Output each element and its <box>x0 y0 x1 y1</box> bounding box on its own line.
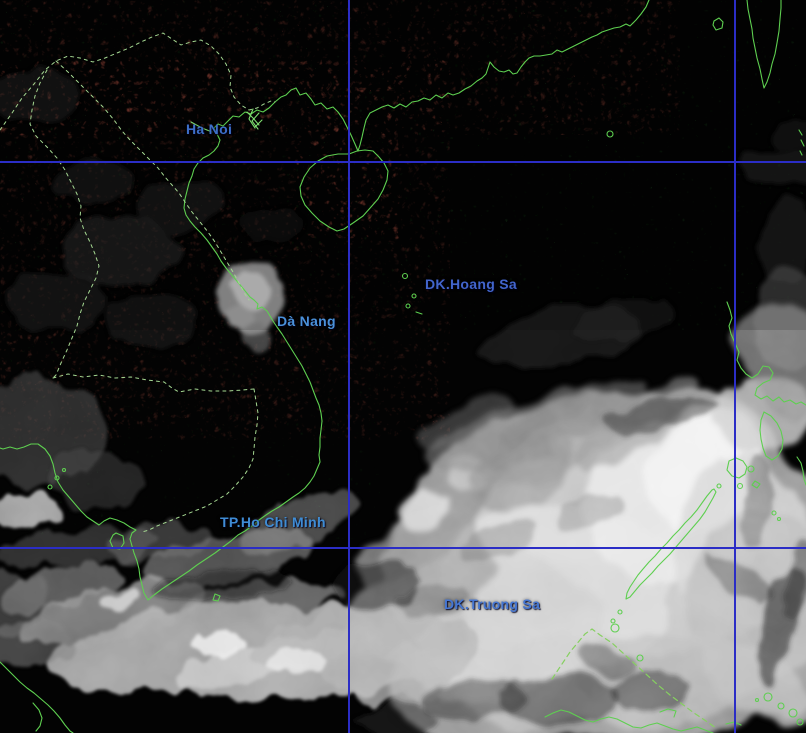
islands-cuyo <box>771 510 782 522</box>
cloud-texture-overlay <box>0 330 806 733</box>
map-label-ho-chi-minh: TP.Ho Chi Minh <box>220 514 326 530</box>
island-hainan <box>299 149 389 232</box>
border-lines-layer <box>0 32 717 729</box>
coastline-malay-peninsula <box>0 661 74 733</box>
reef-markers-paracel <box>401 272 423 315</box>
island-penghu <box>712 17 724 31</box>
coastline-luzon <box>726 301 806 406</box>
map-label-hoang-sa: DK.Hoang Sa <box>425 276 517 292</box>
border-thailand-cambodia <box>52 373 255 393</box>
map-label-truong-sa: DK.Truong Sa <box>444 596 541 612</box>
map-label-da-nang: Dà Nang <box>277 313 336 329</box>
island-con-dao <box>212 593 221 602</box>
island-dongsha <box>606 130 614 138</box>
island-batanes-ticks <box>798 129 805 156</box>
coastline-vietnam <box>0 101 323 601</box>
islands-sulu <box>754 692 804 726</box>
cloud-layer-faint <box>0 69 806 375</box>
border-vietnam-cambodia <box>141 388 259 533</box>
island-taiwan <box>746 0 782 89</box>
island-palawan <box>625 488 717 600</box>
island-mindoro <box>759 411 784 461</box>
cloud-layer-danang-puff <box>222 260 282 348</box>
coastline-south-china <box>274 0 650 152</box>
border-laos-vietnam <box>55 60 250 301</box>
map-label-ha-noi: Ha Noi <box>186 121 233 137</box>
islands-palawan-south <box>610 483 722 662</box>
river-delta-haiphong <box>190 108 263 133</box>
border-maritime-borneo <box>551 628 717 729</box>
islands-cambodia-coast <box>47 467 67 490</box>
island-panay-edge <box>796 456 806 486</box>
islands-calamian <box>726 457 761 490</box>
